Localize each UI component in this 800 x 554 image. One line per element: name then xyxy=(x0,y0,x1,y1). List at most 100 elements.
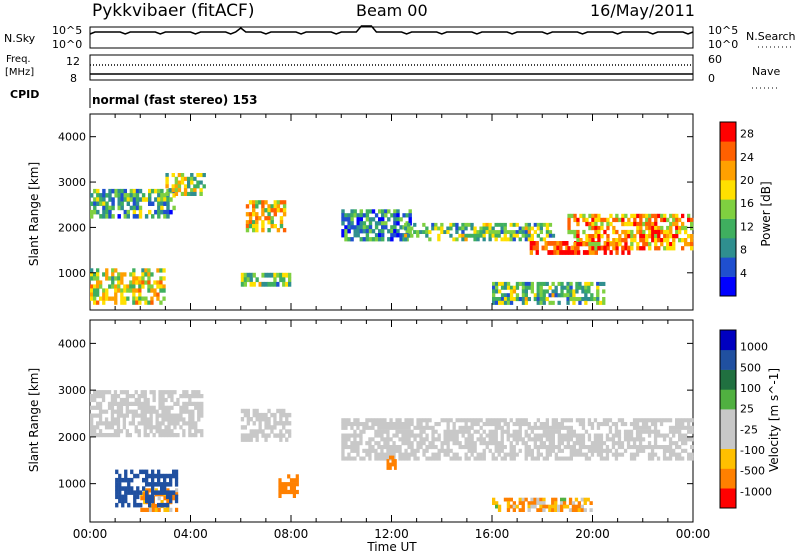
echo-cell xyxy=(536,300,540,305)
echo-cell xyxy=(243,412,247,418)
echo-cell xyxy=(407,445,411,450)
echo-cell xyxy=(163,193,167,198)
echo-cell xyxy=(512,445,516,450)
echo-cell xyxy=(560,437,564,442)
echo-cell xyxy=(130,477,134,483)
echo-cell xyxy=(687,234,691,239)
echo-cell xyxy=(464,429,468,434)
echo-cell xyxy=(138,296,142,301)
echo-cell xyxy=(557,433,561,438)
echo-cell xyxy=(261,228,265,233)
echo-cell xyxy=(353,437,357,442)
echo-cell xyxy=(536,293,540,298)
echo-cell xyxy=(200,394,204,399)
echo-cell xyxy=(635,452,640,457)
echo-cell xyxy=(554,504,558,509)
echo-cell xyxy=(629,437,634,442)
echo-cell xyxy=(539,230,543,234)
echo-cell xyxy=(93,296,97,301)
echo-cell xyxy=(152,394,156,399)
echo-cell xyxy=(545,448,549,453)
echo-cell xyxy=(292,493,296,498)
echo-cell xyxy=(539,226,543,231)
echo-cell xyxy=(672,425,676,430)
echo-cell xyxy=(594,246,598,251)
echo-cell xyxy=(258,417,262,422)
colorbar-tick-label: 20 xyxy=(740,174,754,187)
echo-cell xyxy=(386,462,390,467)
echo-cell xyxy=(569,456,573,461)
echo-cell xyxy=(636,221,640,227)
echo-cell xyxy=(353,418,357,423)
echo-cell xyxy=(627,234,631,239)
echo-cell xyxy=(402,225,406,230)
echo-cell xyxy=(135,201,140,206)
echo-cell xyxy=(581,441,586,446)
echo-cell xyxy=(145,498,149,504)
echo-cell xyxy=(164,429,168,434)
echo-cell xyxy=(642,234,646,239)
echo-cell xyxy=(690,429,694,434)
echo-cell xyxy=(669,234,673,239)
echo-cell xyxy=(416,445,420,450)
echo-cell xyxy=(503,300,508,305)
echo-cell xyxy=(567,225,571,231)
echo-cell xyxy=(482,230,486,234)
echo-cell xyxy=(170,397,174,403)
echo-cell xyxy=(110,397,115,403)
echo-cell xyxy=(292,489,296,495)
echo-cell xyxy=(240,277,245,283)
echo-cell xyxy=(498,300,502,305)
echo-cell xyxy=(446,418,450,423)
echo-cell xyxy=(353,213,357,218)
echo-cell xyxy=(344,225,348,230)
echo-cell xyxy=(485,222,489,227)
echo-cell xyxy=(246,437,250,442)
echo-cell xyxy=(150,272,154,277)
echo-cell xyxy=(126,197,130,202)
echo-cell xyxy=(374,456,378,461)
echo-cell xyxy=(654,217,658,223)
echo-cell xyxy=(344,237,348,242)
echo-cell xyxy=(681,433,685,438)
echo-cell xyxy=(93,405,97,410)
echo-cell xyxy=(410,448,414,453)
echo-cell xyxy=(506,425,510,430)
echo-cell xyxy=(113,417,118,422)
echo-cell xyxy=(121,494,125,500)
echo-cell xyxy=(675,441,679,446)
echo-cell xyxy=(536,226,540,231)
echo-cell xyxy=(107,390,112,395)
echo-cell xyxy=(386,456,390,461)
echo-cell xyxy=(603,246,607,251)
echo-cell xyxy=(143,429,147,434)
echo-cell xyxy=(651,238,655,243)
echo-cell xyxy=(506,285,511,290)
freq-left-tick-bottom: 8 xyxy=(70,72,77,85)
echo-cell xyxy=(524,289,528,294)
echo-cell xyxy=(134,425,138,430)
echo-cell xyxy=(653,441,658,446)
echo-cell xyxy=(503,293,508,298)
echo-cell xyxy=(455,237,459,242)
echo-cell xyxy=(386,452,390,457)
echo-cell xyxy=(623,429,628,434)
echo-cell xyxy=(591,250,596,255)
echo-cell xyxy=(665,418,670,423)
echo-cell xyxy=(500,441,504,446)
plot-frame xyxy=(89,113,694,311)
echo-cell xyxy=(545,418,549,423)
echo-cell xyxy=(108,214,112,219)
echo-cell xyxy=(599,437,604,442)
echo-cell xyxy=(524,293,528,298)
echo-cell xyxy=(566,289,570,294)
echo-cell xyxy=(160,197,164,202)
echo-cell xyxy=(530,501,534,505)
echo-cell xyxy=(587,448,592,453)
echo-cell xyxy=(488,230,492,234)
echo-cell xyxy=(530,233,534,238)
echo-cell xyxy=(657,225,661,231)
echo-cell xyxy=(282,433,286,438)
echo-cell xyxy=(492,293,496,298)
echo-cell xyxy=(125,401,129,406)
